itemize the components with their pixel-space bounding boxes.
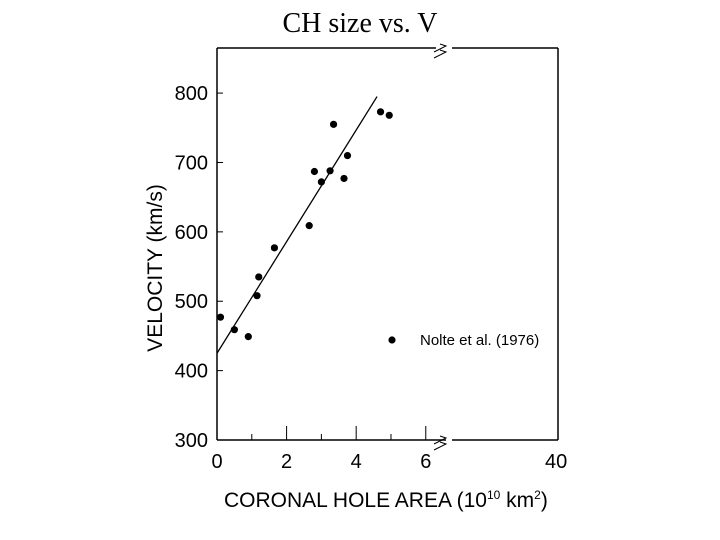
- data-point: [310, 167, 319, 176]
- fit-line: [216, 96, 378, 354]
- x-axis-label-exponent: 10: [487, 488, 501, 502]
- data-point: [340, 174, 348, 183]
- axis-break-marks-bottom: [433, 435, 448, 451]
- x-tick-label: 0: [211, 451, 222, 473]
- data-points: [216, 108, 393, 341]
- y-tick-label: 600: [175, 222, 208, 244]
- y-axis-label: VELOCITY (km/s): [144, 184, 167, 352]
- legend-marker: [388, 336, 396, 344]
- x-tick-label: 6: [420, 451, 431, 473]
- x-axis-label-main: CORONAL HOLE AREA (10: [224, 489, 487, 512]
- data-point: [376, 108, 385, 116]
- y-tick-label: 500: [175, 291, 208, 313]
- data-point: [244, 333, 252, 341]
- data-point: [385, 111, 393, 119]
- x-axis-label: CORONAL HOLE AREA (1010 km2): [224, 488, 548, 512]
- x-axis-label-close: ): [541, 489, 548, 512]
- x-axis-label-unit-exponent: 2: [534, 488, 541, 502]
- x-tick-label: 2: [281, 451, 292, 473]
- fit-line-group: [216, 96, 378, 354]
- data-point: [270, 244, 279, 252]
- data-point: [253, 292, 261, 300]
- y-tick-label: 300: [175, 430, 208, 452]
- y-tick-label: 700: [175, 152, 208, 174]
- data-point: [255, 273, 263, 281]
- data-point: [343, 151, 352, 160]
- x-tick-label: 4: [351, 451, 362, 473]
- data-point: [329, 120, 338, 128]
- legend-label: Nolte et al. (1976): [420, 332, 539, 349]
- slide-title: CH size vs. V: [282, 8, 438, 39]
- data-point: [317, 178, 325, 186]
- y-axis-ticks: 300 400 500 600 700 800: [175, 83, 223, 452]
- x-axis-label-unit: km: [500, 489, 534, 512]
- data-point: [216, 313, 225, 321]
- x-extra-tick-label: 40: [545, 451, 567, 473]
- legend: Nolte et al. (1976): [388, 332, 539, 349]
- y-tick-label: 800: [175, 83, 208, 105]
- data-point: [230, 326, 238, 334]
- data-point: [326, 167, 334, 175]
- x-axis-ticks: 0 2 4 6: [211, 426, 431, 473]
- axis-break-marks-top: [433, 43, 448, 59]
- y-tick-label: 400: [175, 361, 208, 383]
- data-point: [305, 222, 313, 230]
